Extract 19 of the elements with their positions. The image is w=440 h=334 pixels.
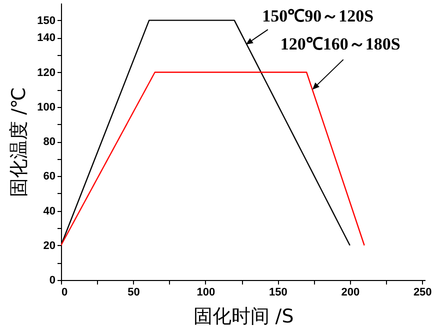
x-tick-label: 0 bbox=[62, 286, 68, 298]
y-axis-title: 固化温度 /℃ bbox=[8, 87, 30, 197]
y-tick-label: 20 bbox=[43, 240, 56, 252]
y-tick-label: 80 bbox=[43, 136, 56, 148]
x-tick-label: 200 bbox=[341, 286, 360, 298]
y-tick-label: 140 bbox=[37, 32, 56, 44]
y-tick-label: 120 bbox=[37, 66, 56, 79]
y-tick-label: 100 bbox=[37, 101, 56, 114]
y-tick-label: 0 bbox=[49, 274, 56, 286]
x-tick-label: 50 bbox=[128, 286, 140, 298]
y-tick-label: 40 bbox=[43, 205, 56, 218]
annotation: 120℃160～180S bbox=[280, 34, 400, 54]
y-tick-label: 60 bbox=[43, 170, 56, 183]
x-axis-title: 固化时间 /S bbox=[193, 306, 294, 328]
x-tick-label: 100 bbox=[196, 286, 216, 298]
annotation: 150℃90～120S bbox=[262, 6, 374, 26]
x-tick-label: 250 bbox=[413, 286, 432, 298]
y-tick-label: 150 bbox=[37, 14, 56, 27]
x-tick-label: 150 bbox=[268, 286, 288, 298]
